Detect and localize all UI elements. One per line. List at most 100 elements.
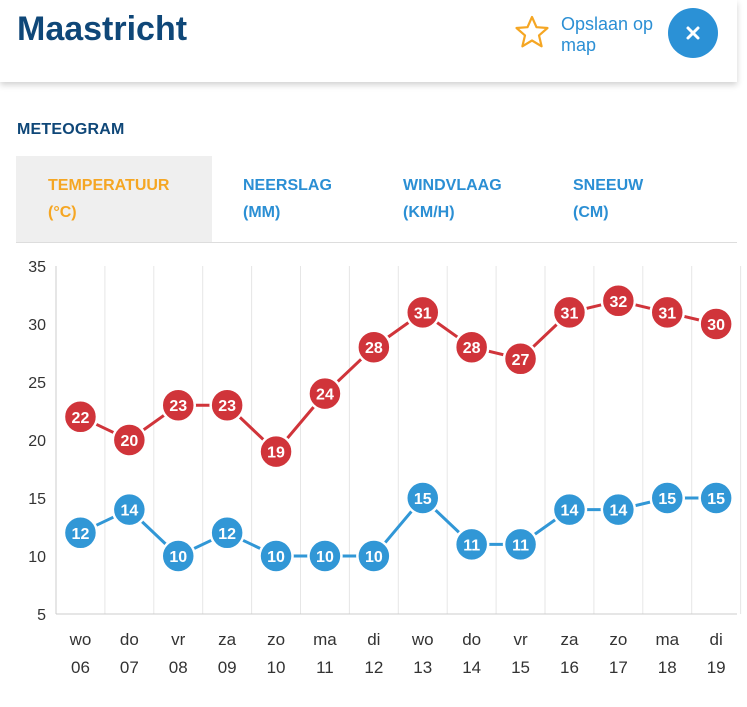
- data-label-max: 20: [120, 433, 138, 450]
- data-label-min: 11: [512, 537, 529, 554]
- tab-wind-gust[interactable]: WINDVLAAG (KM/H): [372, 156, 542, 242]
- meteogram-tabs: TEMPERATUUR (°C) NEERSLAG (MM) WINDVLAAG…: [16, 156, 737, 243]
- data-point-min: [502, 526, 539, 563]
- data-point-max: [111, 422, 148, 458]
- data-label-min: 14: [120, 503, 138, 520]
- data-label-max: 22: [72, 410, 90, 427]
- x-tick-day: zo: [267, 630, 285, 649]
- x-tick-date: 16: [560, 658, 579, 677]
- star-icon: [515, 15, 549, 48]
- tab-precipitation-unit: (MM): [243, 204, 281, 221]
- x-tick-day: za: [218, 630, 237, 649]
- tab-temperature[interactable]: TEMPERATUUR (°C): [16, 156, 212, 242]
- data-point-max: [62, 399, 99, 435]
- data-label-max: 23: [169, 398, 187, 415]
- close-button[interactable]: [668, 8, 718, 58]
- y-tick-label: 5: [37, 607, 46, 624]
- y-tick-label: 30: [28, 317, 46, 334]
- x-tick-day: ma: [655, 630, 679, 649]
- data-point-min: [649, 480, 685, 516]
- x-tick-day: do: [462, 630, 481, 649]
- x-tick-day: zo: [609, 630, 627, 649]
- data-label-max: 23: [218, 398, 236, 415]
- data-point-max: [453, 329, 490, 365]
- data-point-max: [698, 306, 734, 342]
- data-point-max: [649, 294, 685, 331]
- x-tick-date: 11: [316, 658, 334, 677]
- y-tick-label: 20: [28, 433, 46, 450]
- data-label-max: 31: [561, 305, 579, 322]
- tab-snow-label: SNEEUW: [573, 177, 644, 194]
- data-point-min: [307, 538, 343, 574]
- y-tick-label: 15: [28, 491, 46, 508]
- data-label-max: 24: [316, 387, 334, 404]
- city-title: Maastricht: [17, 10, 188, 48]
- tab-temperature-unit: (°C): [48, 204, 77, 221]
- save-to-map-label: Opslaan op map: [561, 14, 654, 55]
- data-label-min: 10: [169, 549, 187, 566]
- data-point-min: [453, 526, 490, 563]
- data-label-min: 10: [316, 549, 334, 566]
- data-point-min: [111, 491, 148, 528]
- temperature-chart: 5 10 15 20 25 30 35 wo 06 do 07 vr 08 za 09 zo 10 ma 11 di 1…: [28, 259, 742, 677]
- data-point-min: [160, 538, 196, 574]
- x-tick-date: 19: [707, 658, 726, 677]
- data-point-max: [258, 433, 294, 470]
- data-label-min: 15: [707, 491, 725, 508]
- x-tick-day: wo: [411, 630, 434, 649]
- x-tick-date: 09: [218, 658, 237, 677]
- data-label-max: 30: [707, 317, 725, 334]
- data-label-min: 14: [609, 503, 627, 520]
- close-icon: [686, 26, 700, 40]
- y-tick-label: 35: [28, 259, 46, 276]
- data-point-max: [209, 387, 245, 423]
- data-point-max: [160, 387, 196, 423]
- tab-precipitation[interactable]: NEERSLAG (MM): [212, 156, 372, 242]
- x-tick-day: wo: [69, 630, 92, 649]
- data-label-max: 31: [658, 305, 676, 322]
- tab-wind-gust-label: WINDVLAAG: [403, 177, 502, 194]
- x-tick-day: di: [710, 630, 723, 649]
- x-tick-day: za: [560, 630, 579, 649]
- x-tick-day: do: [120, 630, 139, 649]
- save-to-map-button[interactable]: Opslaan op map: [514, 14, 661, 56]
- data-label-min: 11: [463, 537, 480, 554]
- data-label-max: 28: [463, 340, 481, 357]
- x-tick-date: 07: [120, 658, 139, 677]
- data-point-max: [551, 294, 588, 331]
- data-label-max: 32: [609, 294, 627, 311]
- data-label-min: 10: [267, 549, 285, 566]
- data-label-min: 14: [561, 503, 579, 520]
- data-point-min: [258, 538, 294, 574]
- data-point-min: [405, 480, 441, 516]
- x-tick-date: 08: [169, 658, 188, 677]
- data-point-min: [698, 480, 734, 516]
- x-tick-date: 10: [267, 658, 286, 677]
- data-label-max: 31: [414, 305, 432, 322]
- x-tick-date: 14: [462, 658, 481, 677]
- data-point-min: [551, 491, 588, 528]
- meteogram-heading: METEOGRAM: [17, 121, 125, 138]
- x-tick-day: vr: [171, 630, 186, 649]
- data-label-max: 27: [512, 352, 530, 369]
- header: Maastricht Opslaan op map: [0, 0, 737, 82]
- data-point-max: [356, 329, 392, 365]
- data-point-max: [307, 375, 343, 412]
- data-label-min: 12: [218, 526, 236, 543]
- x-tick-day: di: [367, 630, 380, 649]
- x-tick-date: 18: [658, 658, 677, 677]
- tab-snow-unit: (CM): [573, 204, 609, 221]
- x-tick-day: vr: [513, 630, 528, 649]
- data-label-max: 28: [365, 340, 383, 357]
- data-point-max: [405, 294, 441, 331]
- data-point-min: [62, 515, 99, 551]
- data-label-min: 15: [414, 491, 432, 508]
- tab-snow[interactable]: SNEEUW (CM): [542, 156, 737, 242]
- tab-precipitation-label: NEERSLAG: [243, 177, 332, 194]
- data-label-min: 12: [72, 526, 90, 543]
- data-point-max: [502, 341, 539, 377]
- data-label-max: 19: [267, 445, 285, 462]
- x-tick-day: ma: [313, 630, 337, 649]
- x-tick-date: 17: [609, 658, 628, 677]
- data-point-min: [209, 515, 245, 551]
